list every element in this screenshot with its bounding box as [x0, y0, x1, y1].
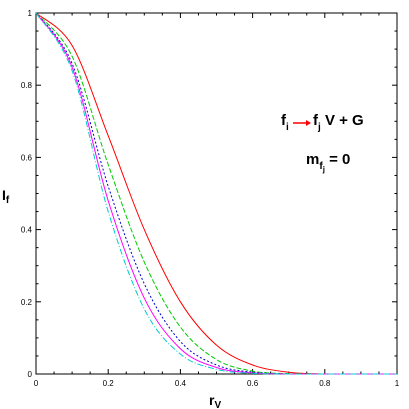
condition-value: = 0 [325, 151, 350, 168]
y-tick-label-1: 0.2 [21, 298, 33, 307]
x-tick-label-0: 0 [34, 379, 39, 388]
process-right-sub: j [317, 122, 321, 133]
series-line-2 [35, 12, 398, 375]
y-tick-label-3: 0.6 [21, 153, 33, 162]
series-line-3 [35, 12, 398, 375]
process-suffix: V + G [321, 112, 364, 129]
y-tick-label-4: 0.8 [21, 81, 33, 90]
series-line-4 [35, 12, 398, 375]
x-axis-label: rV [209, 392, 221, 409]
axis-tick-labels: 0 0.2 0.4 0.6 0.8 1 0 0.2 0.4 0.6 0.8 1 [21, 9, 400, 388]
condition-var-sub: f [319, 161, 323, 172]
process-annotation: fi fj V + G [281, 112, 364, 133]
series-lines [35, 12, 398, 375]
svg-text:fi: fi [281, 112, 289, 133]
y-axis-label-sub: f [6, 195, 10, 206]
process-arrowhead-icon [306, 120, 311, 126]
y-axis-label-main: I [2, 187, 6, 203]
y-tick-label-0: 0 [28, 370, 33, 379]
y-axis-label: If [2, 187, 10, 206]
x-axis-label-main: r [209, 392, 215, 408]
svg-text:fj V + G: fj V + G [313, 112, 364, 133]
x-tick-label-2: 0.4 [175, 379, 187, 388]
x-tick-label-5: 1 [395, 379, 400, 388]
x-tick-label-4: 0.8 [319, 379, 331, 388]
condition-annotation: mfj = 0 [306, 151, 350, 174]
process-left-sub: i [286, 122, 289, 133]
plot-frame [35, 12, 398, 375]
condition-var-subsub: j [322, 165, 325, 174]
axis-ticks [35, 12, 398, 375]
y-tick-label-5: 1 [28, 9, 33, 18]
x-tick-label-1: 0.2 [103, 379, 115, 388]
process-left: f [281, 112, 287, 129]
y-tick-label-2: 0.4 [21, 226, 33, 235]
series-line-0 [35, 12, 398, 375]
series-line-1 [35, 12, 398, 375]
condition-var: m [306, 151, 319, 168]
x-tick-label-3: 0.6 [247, 379, 259, 388]
process-right: f [313, 112, 319, 129]
x-axis-label-sub: V [214, 400, 221, 409]
